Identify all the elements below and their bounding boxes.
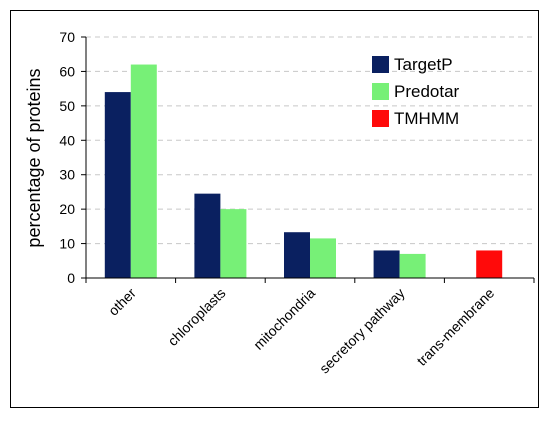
bar-targetp-other	[104, 92, 131, 278]
legend-swatch-predotar	[372, 83, 389, 100]
bar-targetp-mitochondria	[284, 232, 310, 278]
x-tick-label: mitochondria	[250, 285, 318, 353]
y-tick-label: 10	[59, 236, 75, 252]
x-tick-label: chloroplasts	[164, 285, 228, 349]
bar-predotar-other	[130, 64, 157, 279]
legend-label-targetp: TargetP	[394, 55, 453, 74]
y-tick-label: 40	[59, 132, 75, 148]
axes	[81, 36, 535, 283]
grid-lines	[86, 36, 534, 245]
y-tick-label: 50	[59, 98, 75, 114]
y-tick-label: 30	[59, 167, 75, 183]
y-tick-label: 0	[67, 270, 75, 286]
x-tick-label: trans-membrane	[413, 285, 497, 369]
bar-tmhmm-trans-membrane	[476, 250, 503, 278]
bar-targetp-chloroplasts	[194, 193, 221, 278]
bar-predotar-secretory-pathway	[399, 253, 426, 278]
legend-swatch-tmhmm	[372, 110, 389, 127]
x-tick-label: secretory pathway	[316, 285, 408, 377]
legend-swatch-targetp	[372, 56, 389, 73]
y-tick-label: 70	[59, 29, 75, 45]
bar-targetp-secretory-pathway	[373, 250, 400, 278]
legend-label-predotar: Predotar	[394, 82, 460, 101]
bars	[104, 64, 503, 279]
bar-predotar-chloroplasts	[220, 209, 247, 278]
y-tick-labels: 0 10 20 30 40 50 60 70	[59, 29, 75, 286]
y-tick-label: 20	[59, 201, 75, 217]
legend-label-tmhmm: TMHMM	[394, 109, 459, 128]
legend: TargetP Predotar TMHMM	[372, 55, 460, 128]
x-tick-label: other	[105, 285, 139, 319]
bar-predotar-mitochondria	[310, 238, 336, 278]
y-axis-label: percentage of proteins	[24, 68, 44, 247]
y-tick-label: 60	[59, 63, 75, 79]
